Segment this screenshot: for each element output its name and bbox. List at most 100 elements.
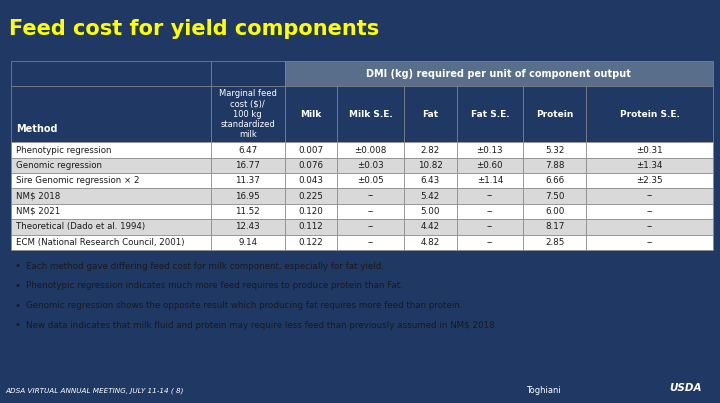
Text: 0.007: 0.007: [298, 145, 323, 154]
Text: 16.77: 16.77: [235, 161, 260, 170]
Text: 5.42: 5.42: [420, 191, 440, 201]
Text: --: --: [487, 238, 493, 247]
Text: --: --: [487, 191, 493, 201]
Bar: [284, 204, 337, 219]
Text: --: --: [487, 207, 493, 216]
Text: 16.95: 16.95: [235, 191, 260, 201]
Text: Protein S.E.: Protein S.E.: [620, 110, 680, 118]
Text: --: --: [647, 238, 653, 247]
Text: 4.82: 4.82: [420, 238, 440, 247]
Text: Genomic regression shows the opposite result which producing fat requires more f: Genomic regression shows the opposite re…: [26, 301, 463, 310]
Text: 2.85: 2.85: [545, 238, 564, 247]
Bar: [586, 142, 713, 158]
Text: Marginal feed
cost ($)/
100 kg
standardized
milk: Marginal feed cost ($)/ 100 kg standardi…: [219, 89, 276, 139]
Text: --: --: [367, 222, 374, 231]
Bar: [337, 204, 404, 219]
Text: ±1.14: ±1.14: [477, 176, 503, 185]
Bar: [523, 204, 586, 219]
Bar: [11, 219, 211, 235]
Bar: [404, 158, 456, 173]
Bar: [586, 158, 713, 173]
Text: ±0.008: ±0.008: [354, 145, 387, 154]
Text: 7.88: 7.88: [545, 161, 564, 170]
Text: --: --: [367, 191, 374, 201]
Text: 8.17: 8.17: [545, 222, 564, 231]
Text: Genomic regression: Genomic regression: [17, 161, 102, 170]
Bar: [456, 235, 523, 250]
Bar: [586, 86, 713, 142]
Text: 0.043: 0.043: [298, 176, 323, 185]
Text: NM$ 2021: NM$ 2021: [17, 207, 60, 216]
Bar: [11, 173, 211, 189]
Bar: [456, 158, 523, 173]
Text: 0.112: 0.112: [299, 222, 323, 231]
Bar: [211, 86, 284, 142]
Bar: [337, 235, 404, 250]
Bar: [284, 158, 337, 173]
Text: Protein: Protein: [536, 110, 574, 118]
Text: ±0.60: ±0.60: [477, 161, 503, 170]
Bar: [456, 189, 523, 204]
Bar: [211, 219, 284, 235]
Text: 10.82: 10.82: [418, 161, 443, 170]
Bar: [456, 219, 523, 235]
Bar: [211, 204, 284, 219]
Bar: [586, 189, 713, 204]
Bar: [523, 219, 586, 235]
Bar: [211, 61, 284, 86]
Bar: [337, 219, 404, 235]
Bar: [211, 235, 284, 250]
Text: 9.14: 9.14: [238, 238, 257, 247]
Bar: [523, 158, 586, 173]
Text: 7.50: 7.50: [545, 191, 564, 201]
Text: Milk: Milk: [300, 110, 322, 118]
Text: --: --: [647, 207, 653, 216]
Text: --: --: [647, 222, 653, 231]
Text: 6.43: 6.43: [420, 176, 440, 185]
Text: --: --: [487, 222, 493, 231]
Text: Fat: Fat: [422, 110, 438, 118]
Text: New data indicates that milk fluid and protein may require less feed than previo: New data indicates that milk fluid and p…: [26, 321, 498, 330]
Text: •: •: [14, 320, 20, 330]
Bar: [284, 142, 337, 158]
Bar: [11, 189, 211, 204]
Text: 12.43: 12.43: [235, 222, 260, 231]
Text: --: --: [647, 191, 653, 201]
Text: ±2.35: ±2.35: [636, 176, 663, 185]
Text: 4.42: 4.42: [420, 222, 440, 231]
Text: 11.52: 11.52: [235, 207, 260, 216]
Bar: [11, 158, 211, 173]
Text: 0.225: 0.225: [299, 191, 323, 201]
Bar: [284, 173, 337, 189]
Bar: [523, 189, 586, 204]
Bar: [404, 86, 456, 142]
Text: Each method gave differing feed cost for milk component, especially for fat yiel: Each method gave differing feed cost for…: [26, 262, 384, 271]
Bar: [211, 158, 284, 173]
Bar: [404, 219, 456, 235]
Text: --: --: [367, 238, 374, 247]
Bar: [337, 189, 404, 204]
Bar: [456, 204, 523, 219]
Bar: [586, 219, 713, 235]
Bar: [337, 173, 404, 189]
Text: Phenotypic regression: Phenotypic regression: [17, 145, 112, 154]
Text: Theoretical (Dado et al. 1994): Theoretical (Dado et al. 1994): [17, 222, 145, 231]
Text: Phenotypic regression indicates much more feed requires to produce protein than : Phenotypic regression indicates much mor…: [26, 281, 403, 291]
Text: Fat S.E.: Fat S.E.: [471, 110, 509, 118]
Text: ±0.31: ±0.31: [636, 145, 663, 154]
Text: ±0.13: ±0.13: [477, 145, 503, 154]
Text: Method: Method: [17, 124, 58, 134]
Bar: [586, 204, 713, 219]
Text: ADSA VIRTUAL ANNUAL MEETING, JULY 11-14 ( 8): ADSA VIRTUAL ANNUAL MEETING, JULY 11-14 …: [6, 387, 184, 394]
Text: Toghiani: Toghiani: [526, 386, 560, 395]
Bar: [211, 173, 284, 189]
Bar: [337, 142, 404, 158]
Bar: [404, 189, 456, 204]
Bar: [404, 142, 456, 158]
Bar: [456, 142, 523, 158]
Bar: [284, 219, 337, 235]
Bar: [404, 173, 456, 189]
Text: USDA: USDA: [670, 383, 702, 393]
Text: 6.66: 6.66: [545, 176, 564, 185]
Bar: [523, 86, 586, 142]
